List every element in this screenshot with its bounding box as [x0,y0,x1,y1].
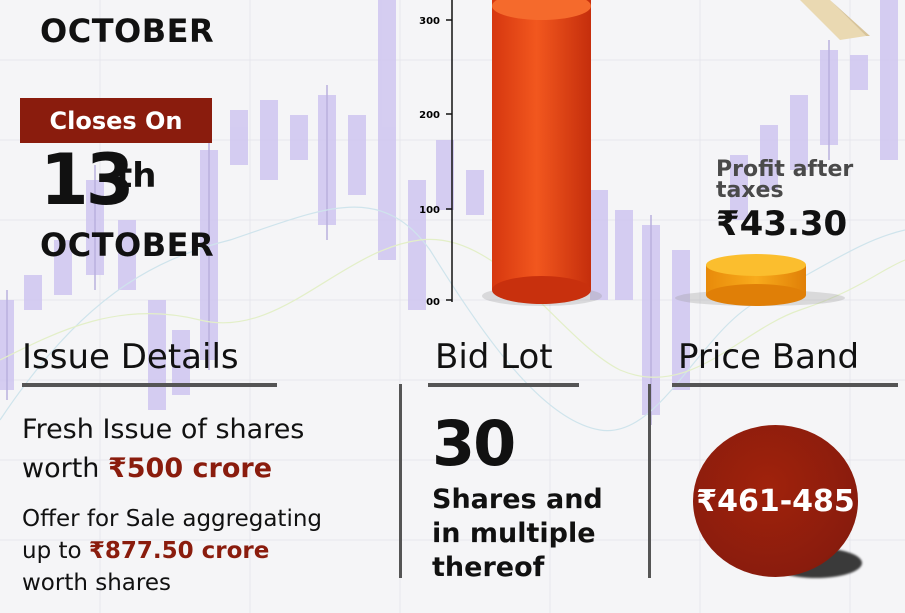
bid-lot-line2: in multiple [432,518,596,549]
opens-month: OCTOBER [40,12,215,50]
fresh-issue-amount: ₹500 crore [107,453,273,484]
bid-lot-underline [428,383,579,387]
price-band-underline [672,383,898,387]
issue-details-underline [22,383,277,387]
issue-details-title: Issue Details [22,337,239,377]
profit-label-line2: taxes [716,178,784,203]
opens-day-fragment [40,0,74,8]
fresh-issue-line2: worth ₹500 crore [22,453,273,484]
chart-tick-0: 00 [426,297,440,308]
ofs-amount: ₹877.50 crore [88,538,270,564]
closes-day-suffix: th [116,156,157,196]
chart-tick-100: 100 [419,205,440,216]
closes-on-badge: Closes On [20,98,212,143]
price-band-value: ₹461-485 [696,483,855,519]
price-band-title: Price Band [678,337,860,377]
ofs-line2: up to ₹877.50 crore [22,538,270,564]
bid-lot-line1: Shares and [432,484,603,515]
financials-cylinder-chart: 300 200 100 00 [419,0,870,308]
fresh-issue-line1: Fresh Issue of shares [22,414,305,445]
bid-lot-number: 30 [432,407,516,480]
decorative-paper-shape [800,0,866,40]
ofs-text: Offer for Sale aggregating up to ₹877.50… [22,503,322,599]
closes-month: OCTOBER [40,226,215,264]
fresh-issue-text: Fresh Issue of shares worth ₹500 crore [22,410,304,488]
profit-value: ₹43.30 [716,204,848,244]
price-band-circle: ₹461-485 [693,425,858,577]
ofs-line3: worth shares [22,570,171,596]
chart-tick-300: 300 [419,16,440,27]
divider-left [399,384,402,578]
divider-right [648,384,651,578]
chart-tick-200: 200 [419,110,440,121]
ofs-line1: Offer for Sale aggregating [22,506,323,532]
profit-label: Profit after taxes [716,157,854,203]
red-cylinder [492,0,591,290]
bid-lot-line3: thereof [432,552,545,583]
bid-lot-description: Shares and in multiple thereof [432,483,603,585]
bid-lot-title: Bid Lot [435,337,553,377]
profit-label-line1: Profit after [716,157,854,182]
closes-day-number: 13 [40,139,134,221]
